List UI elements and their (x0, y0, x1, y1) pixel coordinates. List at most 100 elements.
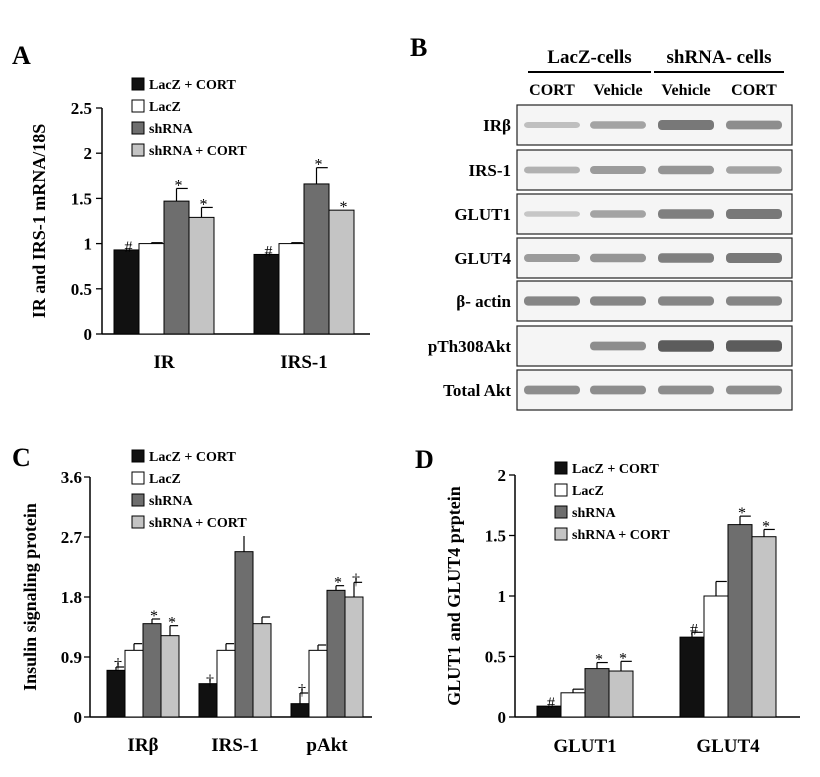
chart-d-significance-mark: * (762, 518, 770, 535)
blot-band (658, 385, 714, 395)
chart-d-bar (751, 536, 777, 718)
chart-c-bar (308, 649, 328, 718)
blot-lane-label: Vehicle (593, 82, 642, 99)
blot-row-label: IRβ (483, 116, 511, 135)
chart-c-legend-label: shRNA + CORT (149, 516, 247, 531)
chart-d-bar (584, 668, 610, 718)
chart-d-bar (608, 670, 634, 718)
blot-band (524, 254, 580, 262)
chart-a-y-tick-label: 0 (84, 325, 93, 344)
chart-c-bar (344, 596, 364, 718)
chart-a-legend-swatch (131, 99, 145, 113)
western-blot-b: LacZ-cells shRNA- cells CORT Vehicle Vehicle… (428, 47, 793, 411)
panel-label-d: D (415, 445, 434, 474)
chart-a-legend-label: LacZ (149, 100, 181, 115)
chart-d-y-tick-label: 0 (498, 708, 507, 727)
chart-a-category-label: IRS-1 (280, 352, 328, 373)
chart-d-y-tick-label: 2 (498, 466, 507, 485)
chart-d-bar (703, 595, 729, 718)
blot-band (590, 121, 646, 129)
blot-row-label: β- actin (456, 292, 511, 311)
blot-band (658, 165, 714, 175)
chart-d: GLUT1 and GLUT4 prptein 0 0.5 1 1.5 2 # * * GLUT1… (444, 456, 800, 757)
chart-a-category-label: IR (153, 352, 174, 373)
chart-a-legend-label: shRNA + CORT (149, 144, 247, 159)
chart-a: IR and IRS-1 mRNA/18S 0 0.5 1 1.5 2 2.5 # * * IR # *… (29, 72, 370, 373)
chart-d-legend-label: LacZ (572, 484, 604, 499)
chart-a-bar (188, 216, 215, 335)
chart-a-legend-swatch (131, 77, 145, 91)
chart-d-legend-label: shRNA + CORT (572, 528, 670, 543)
chart-d-legend-box (551, 456, 703, 548)
chart-d-significance-mark: * (619, 650, 627, 667)
chart-c-significance-mark: † (352, 571, 360, 588)
chart-c-significance-mark: * (150, 608, 158, 625)
chart-c-category-label: pAkt (306, 735, 348, 756)
chart-c-bar (252, 623, 272, 718)
chart-d-bar (679, 636, 705, 718)
blot-group-label: LacZ-cells (547, 47, 631, 68)
chart-c-legend-label: LacZ (149, 472, 181, 487)
chart-a-y-tick-label: 2.5 (71, 99, 92, 118)
chart-a-significance-mark: # (265, 243, 273, 260)
blot-band (524, 122, 580, 128)
chart-a-y-tick-label: 2 (84, 144, 93, 163)
chart-c-category-label: IRS-1 (211, 735, 259, 756)
chart-d-category-label: GLUT1 (553, 736, 616, 757)
blot-row-label: pTh308Akt (428, 337, 511, 356)
chart-c-bar (216, 649, 236, 718)
chart-c-legend-swatch (131, 515, 145, 529)
chart-c-bar (160, 635, 180, 718)
chart-c-legend-swatch (131, 493, 145, 507)
blot-band (726, 166, 782, 174)
blot-band (590, 296, 646, 306)
panel-label-a: A (12, 41, 31, 70)
chart-d-significance-mark: * (595, 652, 603, 669)
chart-c-significance-mark: † (298, 682, 306, 699)
blot-row-label: GLUT4 (454, 249, 511, 268)
blot-row-label: GLUT1 (454, 205, 511, 224)
blot-band (726, 296, 782, 306)
blot-band (726, 340, 782, 352)
chart-a-y-tick-label: 1.5 (71, 189, 92, 208)
chart-c-legend-swatch (131, 449, 145, 463)
chart-c-significance-mark: † (114, 656, 122, 673)
chart-a-y-axis-label: IR and IRS-1 mRNA/18S (29, 124, 49, 319)
chart-a-legend-box (128, 72, 296, 164)
chart-a-y-tick-label: 0.5 (71, 280, 92, 299)
chart-c-significance-mark: † (206, 673, 214, 690)
blot-lane-label: Vehicle (661, 82, 710, 99)
chart-d-bar (560, 692, 586, 718)
blot-band (590, 210, 646, 218)
chart-d-legend-swatch (554, 505, 568, 519)
chart-a-significance-mark: # (125, 239, 133, 256)
blot-band (524, 166, 580, 174)
chart-c-y-tick-label: 2.7 (61, 528, 83, 547)
blot-band (726, 385, 782, 395)
chart-c: Insulin signaling protein 0 0.9 1.8 2.7 3.6 † *… (20, 444, 372, 756)
panel-label-b: B (410, 33, 427, 62)
blot-band (658, 340, 714, 352)
chart-d-bar (727, 524, 753, 718)
chart-d-y-axis-label: GLUT1 and GLUT4 prptein (444, 486, 464, 706)
chart-d-y-tick-label: 1.5 (485, 527, 506, 546)
chart-d-legend-swatch (554, 483, 568, 497)
chart-a-significance-mark: * (340, 199, 348, 216)
chart-a-bar (328, 209, 355, 335)
blot-band (590, 341, 646, 351)
blot-lane-label: CORT (731, 82, 777, 99)
blot-band (524, 385, 580, 395)
chart-c-legend-label: shRNA (149, 494, 193, 509)
chart-a-bar (163, 200, 190, 335)
chart-c-legend-label: LacZ + CORT (149, 450, 236, 465)
chart-c-y-tick-label: 0 (74, 708, 83, 727)
blot-row-label: IRS-1 (468, 161, 511, 180)
chart-c-significance-mark: * (334, 575, 342, 592)
blot-band (590, 166, 646, 174)
blot-band (658, 120, 714, 130)
chart-c-legend-swatch (131, 471, 145, 485)
chart-c-y-tick-label: 0.9 (61, 648, 82, 667)
chart-d-legend-label: LacZ + CORT (572, 462, 659, 477)
chart-d-legend-swatch (554, 527, 568, 541)
